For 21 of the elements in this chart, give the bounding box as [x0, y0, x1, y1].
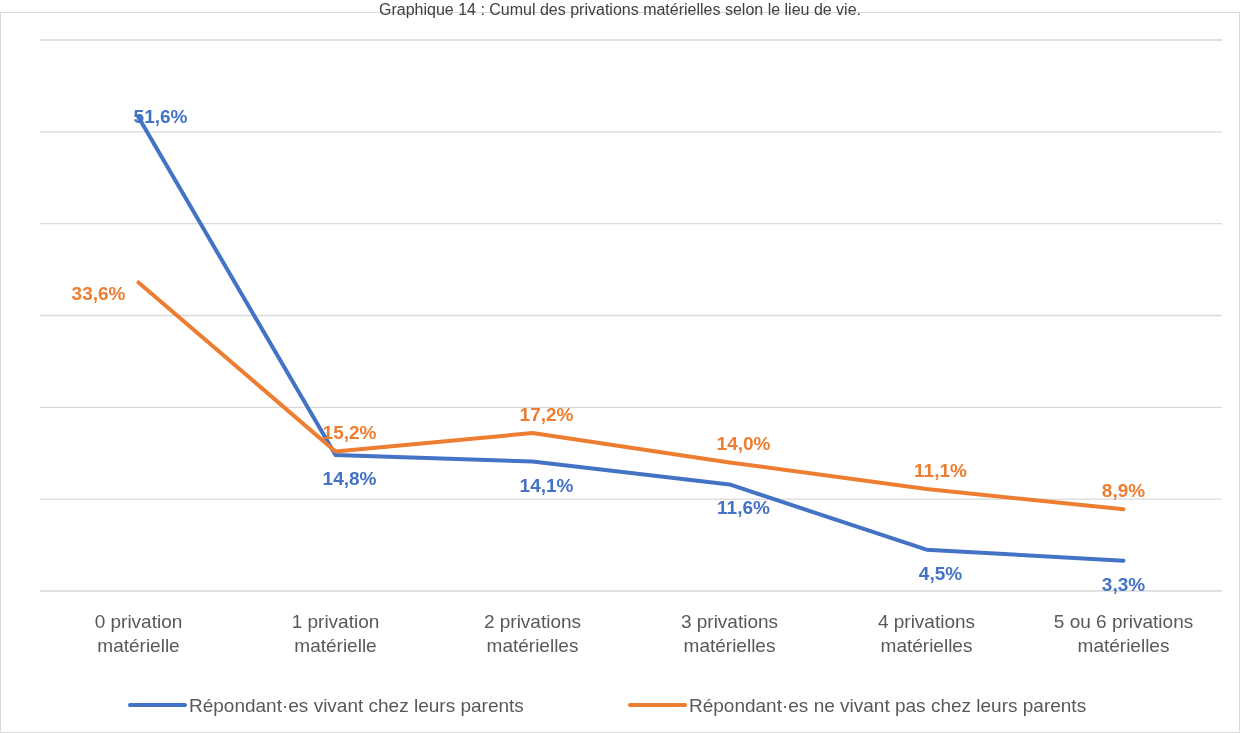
- x-tick-label: 0 privation matérielle: [94, 611, 183, 656]
- data-label: 17,2%: [519, 404, 574, 426]
- data-label: 4,5%: [918, 562, 963, 584]
- data-label: 3,3%: [1101, 573, 1146, 595]
- data-label: 8,9%: [1101, 480, 1146, 502]
- chart-title: Graphique 14 : Cumul des privations matérielles selon le lieu de vie.: [378, 0, 862, 18]
- data-label: 14,0%: [716, 433, 771, 455]
- legend-label: Répondant·es ne vivant pas chez leurs parents: [689, 694, 1087, 716]
- data-label: 15,2%: [322, 422, 377, 444]
- data-label: 14,1%: [519, 474, 574, 496]
- data-label: 33,6%: [71, 283, 126, 305]
- data-label: 51,6%: [133, 106, 188, 128]
- x-tick-label: 1 privation matérielle: [291, 611, 380, 656]
- legend-label: Répondant·es vivant chez leurs parents: [189, 694, 524, 716]
- x-tick-label: 3 privations matérielles: [680, 611, 779, 656]
- x-tick-label: 4 privations matérielles: [877, 611, 976, 656]
- data-label: 11,1%: [914, 460, 968, 482]
- data-label: 11,6%: [717, 497, 771, 519]
- data-label: 14,8%: [322, 468, 377, 490]
- x-tick-label: 5 ou 6 privations matérielles: [1053, 611, 1194, 656]
- x-tick-label: 2 privations matérielles: [483, 611, 582, 656]
